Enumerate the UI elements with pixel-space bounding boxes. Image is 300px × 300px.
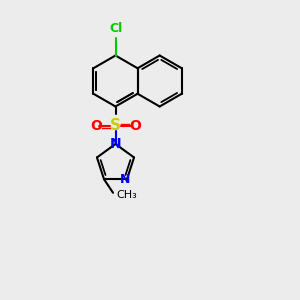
Text: Cl: Cl <box>109 22 122 35</box>
Text: N: N <box>110 137 121 151</box>
Text: O: O <box>90 119 102 133</box>
Text: O: O <box>129 119 141 133</box>
Text: N: N <box>120 173 130 186</box>
Text: S: S <box>110 118 121 134</box>
Text: CH₃: CH₃ <box>117 190 137 200</box>
